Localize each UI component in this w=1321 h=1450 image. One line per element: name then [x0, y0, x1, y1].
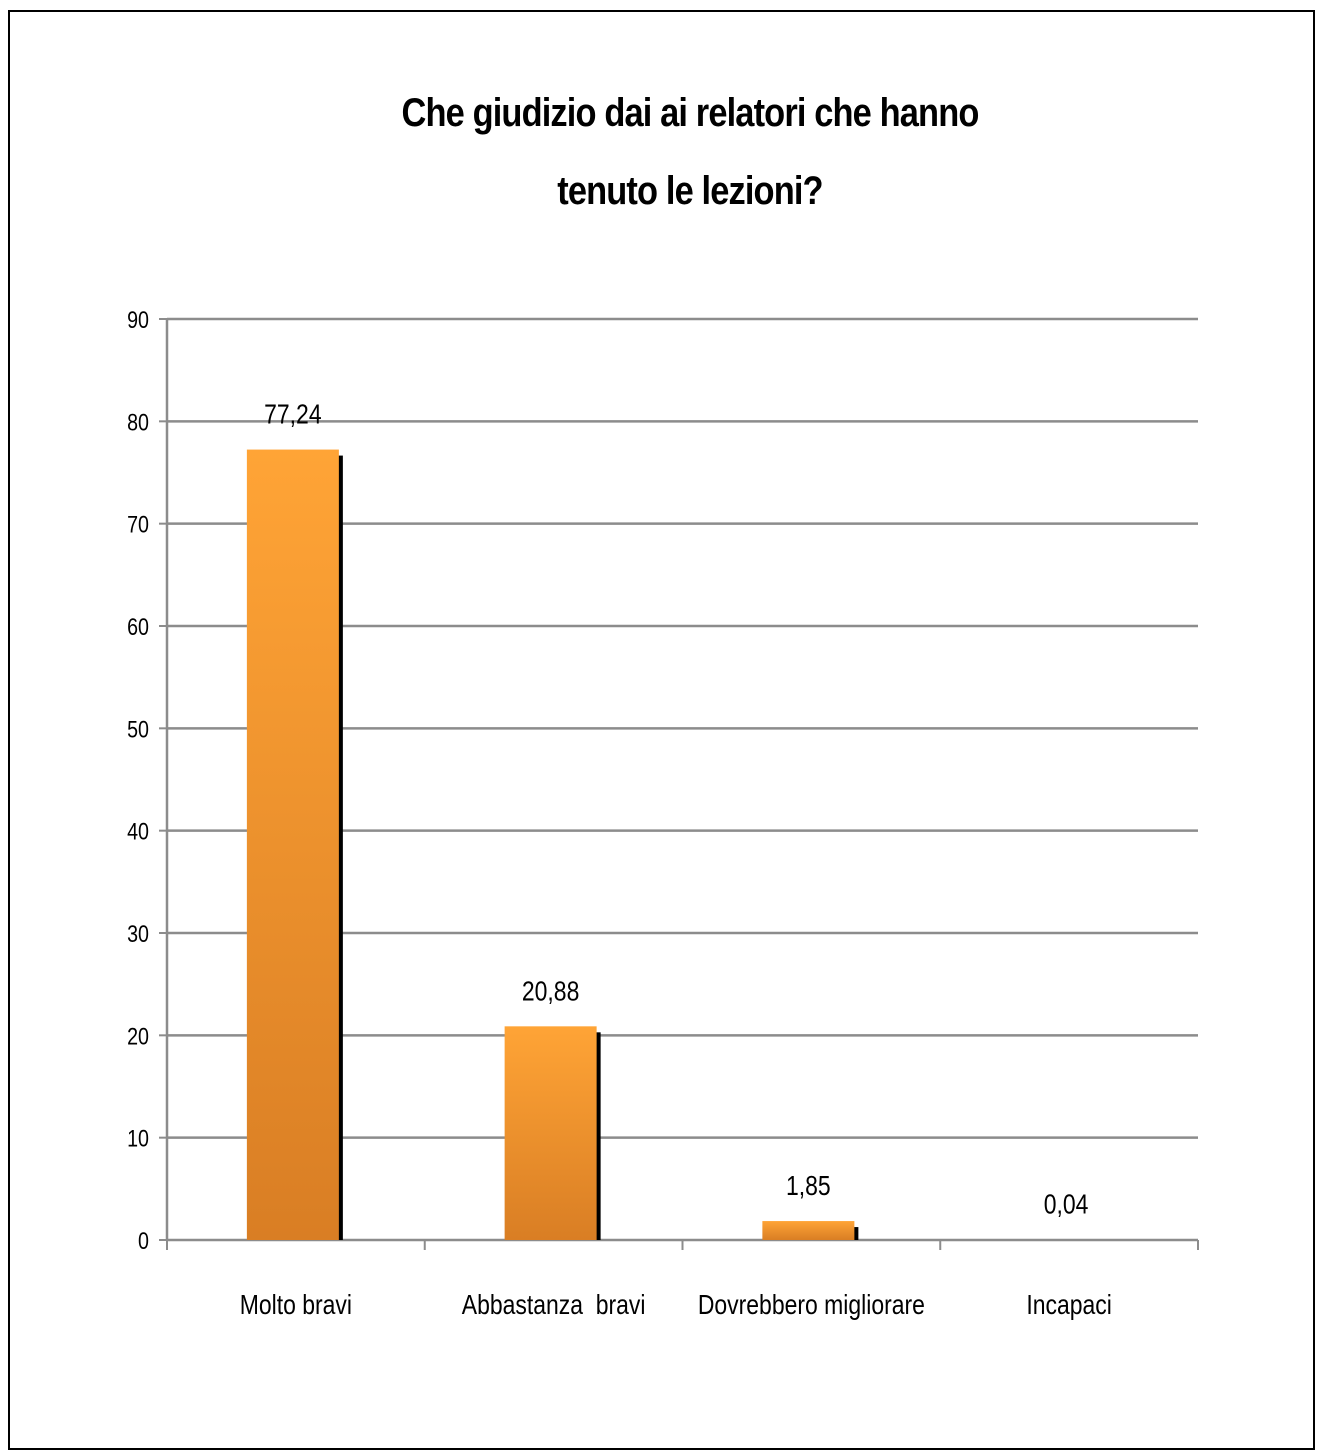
- bars: [246, 449, 859, 1240]
- chart-title-line-2: tenuto le lezioni?: [557, 169, 823, 213]
- y-tick-label: 80: [127, 408, 149, 435]
- bar: [762, 1221, 855, 1240]
- x-tick-label: Molto bravi: [240, 1290, 352, 1321]
- y-tick-label: 50: [127, 715, 149, 742]
- y-tick-label: 20: [127, 1022, 149, 1049]
- chart-title: Che giudizio dai ai relatori che hanno t…: [277, 74, 1103, 230]
- x-tick-label: Dovrebbero migliorare: [698, 1290, 925, 1321]
- bar: [246, 449, 339, 1240]
- data-label: 0,04: [1044, 1190, 1089, 1221]
- chart-title-line-1: Che giudizio dai ai relatori che hanno: [401, 91, 979, 135]
- bar: [504, 1026, 597, 1240]
- y-tick-label: 90: [127, 306, 149, 333]
- y-tick-label: 70: [127, 511, 149, 538]
- y-tick-label: 0: [138, 1227, 149, 1254]
- data-label: 1,85: [786, 1171, 831, 1202]
- y-tick-label: 60: [127, 613, 149, 640]
- x-tick-label: Incapaci: [1026, 1290, 1111, 1321]
- data-label: 20,88: [522, 976, 579, 1007]
- labels: 0 10 20 30 40 50 60 70 80 90 77,24 Molto bravi 20,88…: [127, 306, 1112, 1320]
- chart-frame: [8, 10, 1315, 1450]
- y-tick-label: 30: [127, 920, 149, 947]
- x-tick-label: Abbastanza bravi: [462, 1290, 646, 1321]
- y-tick-label: 10: [127, 1125, 149, 1152]
- y-tick-label: 40: [127, 818, 149, 845]
- data-label: 77,24: [264, 400, 321, 431]
